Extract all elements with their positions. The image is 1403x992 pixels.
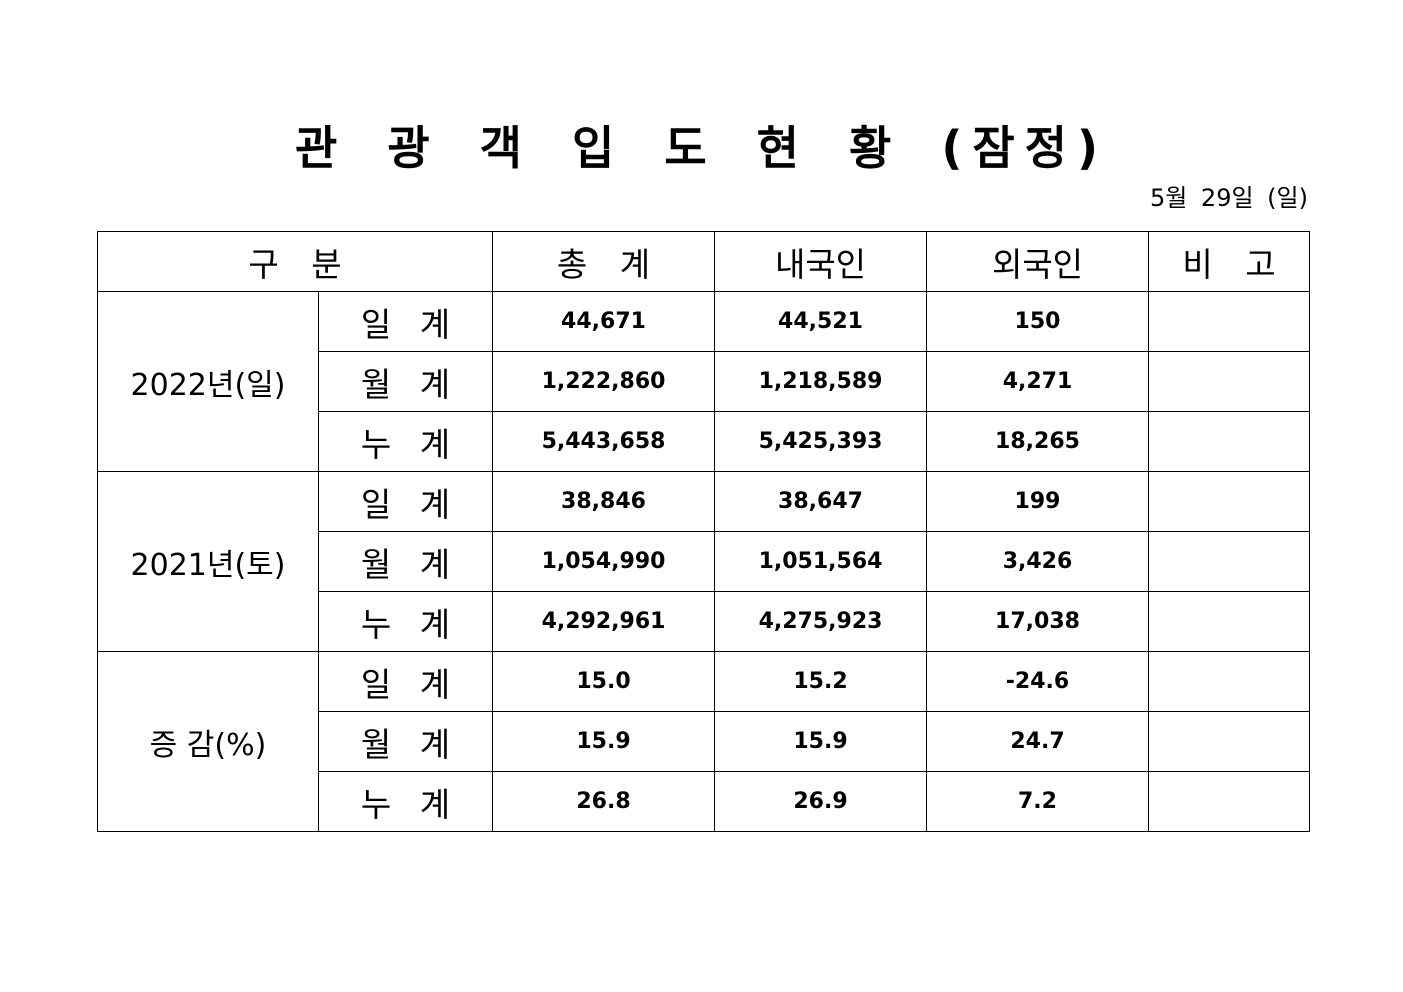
group-label: 2022년(일) [97,291,319,472]
value-cell: 24.7 [926,711,1149,772]
value-cell: 1,218,589 [714,351,927,412]
row-label: 월 계 [318,351,493,412]
column-header: 비 고 [1148,231,1310,292]
value-cell: -24.6 [926,651,1149,712]
value-cell: 44,521 [714,291,927,352]
value-cell: 4,271 [926,351,1149,412]
value-cell: 26.8 [492,771,715,832]
data-row: 증 감(%) 일 계 15.0 15.2 -24.6 [97,651,1310,832]
remark-cell [1148,471,1310,532]
value-cell: 3,426 [926,531,1149,592]
value-cell: 5,443,658 [492,411,715,472]
row-label: 누 계 [318,771,493,832]
column-header: 내국인 [714,231,927,292]
data-row: 2022년(일) 일 계 44,671 44,521 150 [97,291,1310,472]
table-body: 2022년(일) 일 계 44,671 44,521 150 월 계 1,222,860 1,… [97,291,1310,832]
value-cell: 150 [926,291,1149,352]
data-row: 누 계 5,443,658 5,425,393 18,265 [98,411,1310,472]
row-label: 누 계 [318,591,493,652]
row-label: 누 계 [318,411,493,472]
data-row: 월 계 1,054,990 1,051,564 3,426 [98,531,1310,592]
value-cell: 7.2 [926,771,1149,832]
value-cell: 15.9 [492,711,715,772]
value-cell: 17,038 [926,591,1149,652]
value-cell: 1,222,860 [492,351,715,412]
column-header: 외국인 [926,231,1149,292]
remark-cell [1148,351,1310,412]
group-label: 2021년(토) [97,471,319,652]
remark-cell [1148,291,1310,352]
value-cell: 5,425,393 [714,411,927,472]
group-label: 증 감(%) [97,651,319,832]
column-header: 총 계 [492,231,715,292]
value-cell: 4,275,923 [714,591,927,652]
value-cell: 15.9 [714,711,927,772]
remark-cell [1148,771,1310,832]
value-cell: 199 [926,471,1149,532]
value-cell: 15.0 [492,651,715,712]
data-row: 월 계 15.9 15.9 24.7 [98,711,1310,772]
row-label: 월 계 [318,531,493,592]
value-cell: 38,647 [714,471,927,532]
value-cell: 26.9 [714,771,927,832]
value-cell: 18,265 [926,411,1149,472]
row-label: 일 계 [318,291,493,352]
value-cell: 15.2 [714,651,927,712]
date: 5월 29일 (일) [1149,184,1308,212]
value-cell: 38,846 [492,471,715,532]
column-header: 구 분 [97,231,493,292]
remark-cell [1148,591,1310,652]
value-cell: 44,671 [492,291,715,352]
data-row: 누 계 4,292,961 4,275,923 17,038 [98,591,1310,652]
remark-cell [1148,711,1310,772]
value-cell: 1,054,990 [492,531,715,592]
title: 관 광 객 입 도 현 황 (잠정) [294,121,1109,175]
row-label: 일 계 [318,471,493,532]
value-cell: 1,051,564 [714,531,927,592]
data-row: 누 계 26.8 26.9 7.2 [98,771,1310,832]
row-label: 월 계 [318,711,493,772]
remark-cell [1148,531,1310,592]
data-row: 2021년(토) 일 계 38,846 38,647 199 [97,471,1310,652]
row-label: 일 계 [318,651,493,712]
remark-cell [1148,411,1310,472]
remark-cell [1148,651,1310,712]
value-cell: 4,292,961 [492,591,715,652]
